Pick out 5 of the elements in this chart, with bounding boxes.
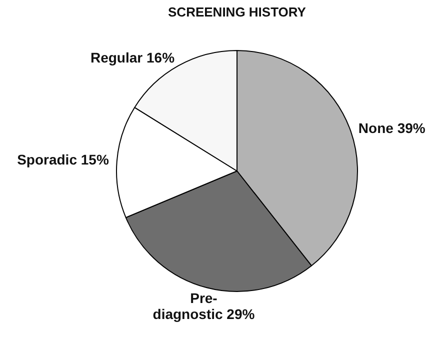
slice-label: None 39% [358, 120, 426, 136]
slice-label: Pre-diagnostic 29% [152, 290, 256, 322]
slice-label: Regular 16% [90, 50, 176, 66]
slice-label: Sporadic 15% [17, 152, 110, 168]
chart-title: SCREENING HISTORY [168, 4, 306, 20]
